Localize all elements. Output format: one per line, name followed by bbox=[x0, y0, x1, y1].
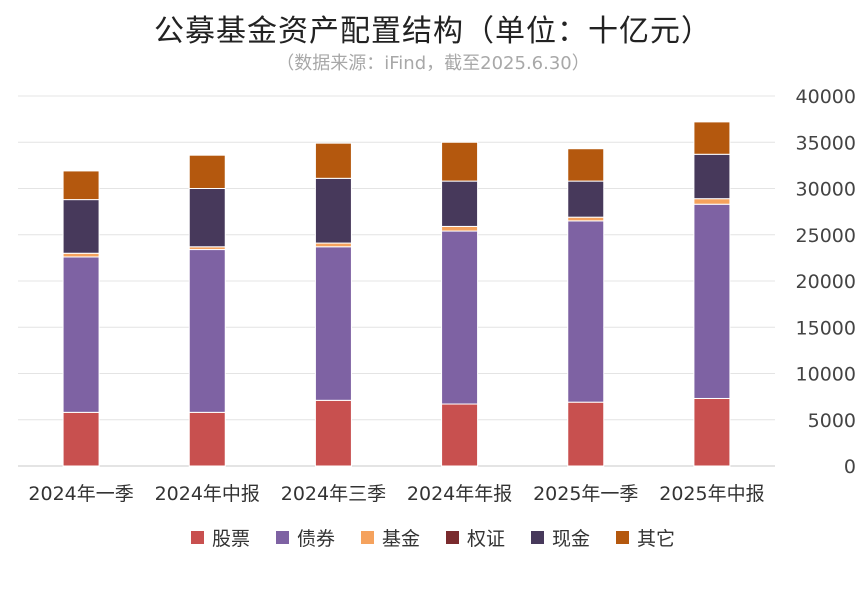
legend-label: 现金 bbox=[552, 528, 591, 550]
bar-segment-基金 bbox=[441, 225, 479, 232]
legend-label: 股票 bbox=[211, 528, 250, 550]
legend-item[interactable]: 股票 bbox=[190, 524, 250, 551]
bar-segment-现金 bbox=[188, 188, 226, 248]
bar-segment-债券 bbox=[314, 246, 352, 401]
bar-segment-现金 bbox=[62, 199, 100, 254]
bar-segment-现金 bbox=[567, 180, 605, 218]
legend-swatch bbox=[275, 531, 289, 544]
legend-label: 债券 bbox=[296, 528, 335, 550]
legend-item[interactable]: 权证 bbox=[446, 524, 505, 551]
x-tick-label: 2024年三季 bbox=[281, 483, 386, 505]
y-tick-label: 5000 bbox=[808, 410, 856, 432]
x-tick-label: 2025年一季 bbox=[533, 483, 638, 505]
bar-segment-股票 bbox=[314, 399, 352, 467]
bar-segment-基金 bbox=[62, 252, 100, 258]
bar-segment-股票 bbox=[62, 411, 100, 467]
bar-segment-现金 bbox=[314, 177, 352, 244]
bar-segment-股票 bbox=[188, 411, 226, 467]
y-tick-label: 40000 bbox=[796, 86, 856, 108]
legend-swatch bbox=[616, 531, 630, 544]
y-tick-label: 35000 bbox=[796, 132, 856, 154]
y-tick-label: 15000 bbox=[796, 317, 856, 339]
bar-segment-股票 bbox=[567, 401, 605, 467]
legend-item[interactable]: 基金 bbox=[360, 524, 420, 551]
chart-subtitle: （数据来源：iFind，截至2025.6.30） bbox=[276, 53, 590, 74]
bar-segment-其它 bbox=[188, 154, 226, 189]
legend-item[interactable]: 现金 bbox=[531, 524, 590, 551]
bar-segment-股票 bbox=[441, 403, 479, 467]
bar-segment-现金 bbox=[441, 180, 479, 227]
x-tick-label: 2024年中报 bbox=[155, 483, 260, 505]
legend-label: 其它 bbox=[637, 528, 676, 550]
bar-segment-债券 bbox=[188, 249, 226, 413]
y-tick-label: 20000 bbox=[796, 271, 856, 293]
bar-segment-其它 bbox=[314, 142, 352, 179]
legend-label: 基金 bbox=[381, 528, 420, 550]
bar-segment-债券 bbox=[567, 220, 605, 403]
legend-item[interactable]: 其它 bbox=[616, 524, 675, 551]
bar-segment-其它 bbox=[441, 141, 479, 182]
bar-segment-股票 bbox=[693, 397, 731, 467]
legend-item[interactable]: 债券 bbox=[275, 524, 335, 551]
bar-segment-债券 bbox=[62, 256, 100, 413]
legend-swatch bbox=[360, 531, 374, 544]
legend-swatch bbox=[446, 531, 459, 544]
bar-segment-债券 bbox=[441, 230, 479, 405]
x-tick-label: 2024年一季 bbox=[28, 483, 133, 505]
y-tick-label: 30000 bbox=[796, 179, 856, 201]
y-tick-label: 0 bbox=[844, 456, 856, 478]
chart-title: 公募基金资产配置结构（单位：十亿元） bbox=[154, 14, 712, 49]
legend-swatch bbox=[531, 531, 545, 544]
y-tick-label: 10000 bbox=[796, 364, 856, 386]
y-tick-label: 25000 bbox=[796, 225, 856, 247]
legend-swatch bbox=[190, 531, 204, 544]
bar-segment-基金 bbox=[567, 216, 605, 222]
bar-segment-其它 bbox=[62, 170, 100, 201]
bar-segment-基金 bbox=[693, 198, 731, 205]
bar-segment-其它 bbox=[567, 148, 605, 182]
bar-segment-其它 bbox=[693, 121, 731, 155]
x-tick-label: 2024年年报 bbox=[407, 483, 512, 505]
bar-segment-债券 bbox=[693, 203, 731, 399]
chart-legend: 股票 债券 基金 权证 现金 其它 bbox=[0, 524, 866, 551]
bar-segment-现金 bbox=[693, 153, 731, 200]
x-tick-label: 2025年中报 bbox=[659, 483, 764, 505]
legend-label: 权证 bbox=[467, 528, 506, 550]
bar-segment-基金 bbox=[314, 242, 352, 248]
